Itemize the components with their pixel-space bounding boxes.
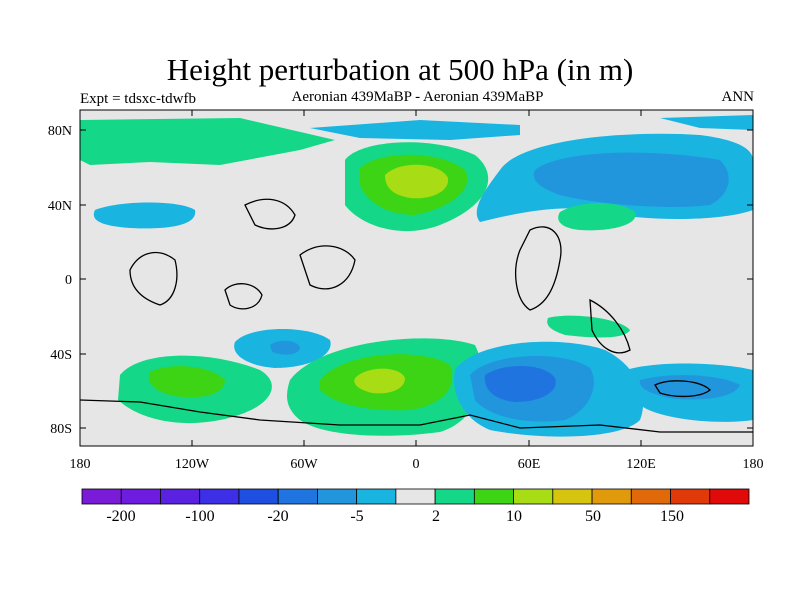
colorbar-label: -100: [185, 508, 214, 525]
axis-ticks: [80, 110, 753, 446]
coastline: [515, 226, 562, 311]
colorbar-swatch: [513, 488, 554, 505]
colorbar-swatch: [81, 488, 122, 505]
x-tick-label: 60E: [518, 457, 541, 472]
colorbar-swatch: [473, 488, 514, 505]
colorbar-swatch: [317, 488, 358, 505]
colorbar-label: 150: [660, 508, 684, 525]
colorbar-labels: -200 -100 -20 -5 2 10 50 150: [106, 508, 684, 525]
map-title: Height perturbation at 500 hPa (in m): [166, 52, 634, 87]
colorbar-swatch: [356, 488, 397, 505]
x-tick-label: 120W: [175, 457, 210, 472]
coastlines: [80, 198, 753, 433]
colorbar-swatch: [434, 488, 475, 505]
contour-region: [660, 115, 753, 130]
y-tick-label: 40N: [48, 199, 72, 214]
colorbar-swatch: [120, 488, 161, 505]
colorbar-label: 50: [585, 508, 601, 525]
y-tick-label: 40S: [50, 348, 72, 363]
experiment-label: Expt = tdsxc-tdwfb: [80, 91, 196, 107]
colorbar-label: -5: [350, 508, 363, 525]
y-tick-label: 80N: [48, 124, 72, 139]
coastline: [654, 380, 711, 398]
contour-region: [385, 164, 449, 199]
coastline: [224, 283, 263, 310]
colorbar-swatch: [591, 488, 632, 505]
coastline: [244, 198, 296, 230]
colorbar-label: -20: [267, 508, 288, 525]
contour-region: [310, 120, 520, 140]
x-tick-label: 60W: [290, 457, 318, 472]
colorbar-swatch: [238, 488, 279, 505]
colorbar-label: 10: [506, 508, 522, 525]
colorbar-swatch: [670, 488, 711, 505]
contour-region: [354, 368, 405, 394]
colorbar-label: 2: [432, 508, 440, 525]
coastline: [80, 399, 753, 433]
contour-region: [93, 202, 196, 229]
colorbar-swatch: [199, 488, 240, 505]
colorbar-swatch: [552, 488, 593, 505]
contour-fill: [80, 115, 753, 437]
coastline: [589, 298, 631, 354]
x-tick-label: 180: [70, 457, 91, 472]
contour-region: [270, 340, 300, 355]
contour-region: [148, 366, 225, 398]
contour-region: [558, 203, 636, 231]
contour-region: [533, 152, 729, 207]
coastline: [129, 251, 178, 306]
contour-region: [547, 315, 630, 338]
x-tick-label: 180: [743, 457, 764, 472]
y-axis-labels: 80N 40N 0 40S 80S: [48, 124, 72, 437]
coastline: [299, 245, 356, 290]
colorbar-label: -200: [106, 508, 135, 525]
colorbar-swatch: [277, 488, 318, 505]
contour-region: [484, 365, 556, 402]
contour-region: [80, 118, 335, 165]
colorbar-swatch: [395, 488, 436, 505]
colorbar-swatch: [709, 488, 750, 505]
colorbar: [81, 488, 750, 505]
x-tick-label: 0: [413, 457, 420, 472]
period-label: Aeronian 439MaBP - Aeronian 439MaBP: [291, 89, 544, 105]
x-tick-label: 120E: [626, 457, 656, 472]
season-label: ANN: [721, 89, 755, 105]
colorbar-swatch: [160, 488, 201, 505]
x-axis-labels: 180 120W 60W 0 60E 120E 180: [70, 457, 764, 472]
colorbar-swatch: [630, 488, 671, 505]
y-tick-label: 0: [65, 273, 72, 288]
y-tick-label: 80S: [50, 422, 72, 437]
